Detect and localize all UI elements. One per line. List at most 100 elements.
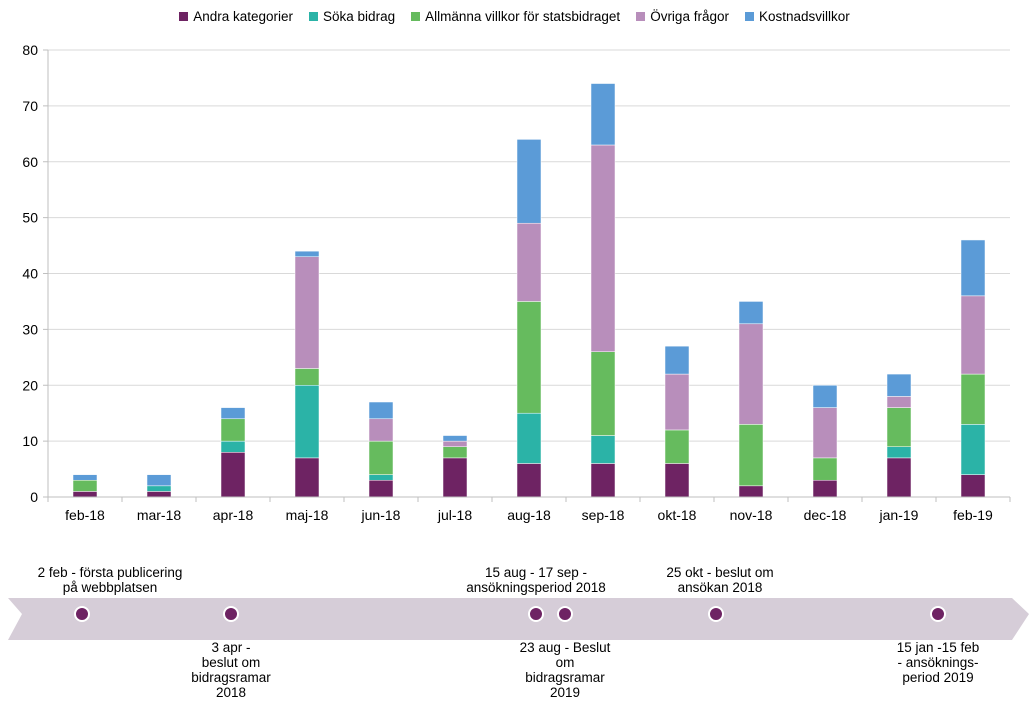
timeline-dot [930, 606, 946, 622]
y-tick-label: 40 [22, 266, 38, 282]
timeline-event-label: 23 aug - Beslut om bidragsramar 2019 [475, 640, 655, 700]
bar-segment [664, 345, 690, 375]
timeline-event-label: 15 aug - 17 sep - ansökningsperiod 2018 [446, 565, 626, 595]
timeline-event-line: bidragsramar [191, 670, 271, 685]
bar-segment [368, 474, 394, 481]
bar-segment [516, 301, 542, 414]
bar-segment [294, 256, 320, 369]
legend-item: Kostnadsvillkor [744, 9, 850, 24]
bar-segment [368, 418, 394, 442]
y-tick-label: 20 [22, 377, 38, 393]
bar-segment [886, 457, 912, 498]
y-tick-label: 80 [22, 42, 38, 58]
timeline-event-line: om [555, 655, 575, 670]
bar-segment [294, 250, 320, 257]
bar-segment [590, 83, 616, 146]
bar-segment [220, 452, 246, 498]
bar-segment [590, 435, 616, 464]
timeline-event-label: 2 feb - första publicering på webbplatsen [20, 565, 200, 595]
timeline-dot [708, 606, 724, 622]
bar-segment [738, 301, 764, 325]
bar-segment [590, 351, 616, 436]
timeline-dot [74, 606, 90, 622]
bar-segment [146, 474, 172, 487]
y-tick-label: 50 [22, 210, 38, 226]
bar-segment [664, 429, 690, 464]
x-tick-label: feb-19 [953, 507, 993, 523]
legend-item: Andra kategorier [179, 9, 293, 24]
bar-segment [812, 407, 838, 459]
bar-segment [960, 295, 986, 375]
x-tick-label: mar-18 [137, 507, 182, 523]
timeline-event-label: 15 jan -15 feb - ansöknings-period 2019 [848, 640, 1028, 685]
bar-segment [220, 407, 246, 420]
timeline-dot [557, 606, 573, 622]
bar-segment [146, 485, 172, 492]
timeline-event-line: period 2019 [902, 670, 974, 685]
bar-segment [812, 479, 838, 498]
x-tick-label: jan-19 [879, 507, 919, 523]
y-tick-label: 0 [30, 489, 38, 505]
bar-segment [442, 457, 468, 498]
legend-swatch [309, 12, 319, 21]
bar-segment [738, 323, 764, 425]
timeline-event-line: 23 aug - Beslut [519, 640, 611, 655]
bar-segment [294, 457, 320, 498]
legend-swatch [636, 12, 646, 21]
timeline-event-line: 25 okt - beslut om [666, 565, 774, 580]
bar-segment [516, 139, 542, 224]
timeline-event-line: 2 feb - första publicering [37, 565, 183, 580]
y-tick-label: 10 [22, 433, 38, 449]
x-tick-label: okt-18 [658, 507, 697, 523]
bar-segment [590, 144, 616, 352]
bar-segment [442, 435, 468, 442]
timeline-event-line: - ansöknings- [897, 655, 979, 670]
bar-segment [960, 474, 986, 498]
y-tick-label: 30 [22, 321, 38, 337]
legend-label: Övriga frågor [650, 9, 729, 24]
bar-segment [886, 373, 912, 397]
bar-segment [72, 474, 98, 481]
x-tick-label: nov-18 [730, 507, 773, 523]
bar-segment [368, 440, 394, 475]
bar-segment [664, 373, 690, 431]
timeline-event-label: 3 apr - beslut om bidragsramar 2018 [141, 640, 321, 700]
timeline-event-line: 2019 [549, 685, 581, 700]
timeline-dot [223, 606, 239, 622]
timeline-arrow [8, 598, 1029, 640]
timeline-event-label: 25 okt - beslut om ansökan 2018 [630, 565, 810, 595]
legend-item: Övriga frågor [636, 9, 729, 24]
x-tick-label: dec-18 [804, 507, 847, 523]
timeline [8, 598, 1029, 640]
timeline-event-line: 3 apr - [211, 640, 251, 655]
legend-swatch [179, 12, 189, 21]
timeline-event-line: beslut om [201, 655, 261, 670]
timeline-event-line: ansökningsperiod 2018 [466, 580, 606, 595]
timeline-event-line: ansökan 2018 [677, 580, 763, 595]
bar-segment [72, 491, 98, 498]
legend-swatch [744, 12, 754, 21]
legend-label: Söka bidrag [323, 9, 396, 24]
bar-segment [294, 385, 320, 459]
bar-segment [738, 424, 764, 487]
x-tick-label: aug-18 [507, 507, 551, 523]
timeline-event-line: bidragsramar [525, 670, 605, 685]
bar-segment [368, 401, 394, 420]
bar-segment [960, 373, 986, 425]
bar-segment [516, 463, 542, 498]
axes: 0 10 20 30 40 50 60 70 80 feb-18 mar-18 apr-18 maj-1… [22, 42, 1011, 523]
legend-label: Kostnadsvillkor [758, 9, 850, 24]
bar-segment [960, 239, 986, 297]
x-tick-label: apr-18 [213, 507, 254, 523]
bar-segment [886, 446, 912, 459]
timeline-dot [528, 606, 544, 622]
x-tick-label: sep-18 [582, 507, 625, 523]
bar-segment [886, 396, 912, 408]
bar-segment [812, 457, 838, 481]
bar-segment [590, 463, 616, 498]
legend-swatch [411, 12, 421, 21]
bar-segment [442, 440, 468, 447]
timeline-event-line: 2018 [215, 685, 247, 700]
bar-segment [516, 412, 542, 464]
bar-segment [812, 385, 838, 408]
